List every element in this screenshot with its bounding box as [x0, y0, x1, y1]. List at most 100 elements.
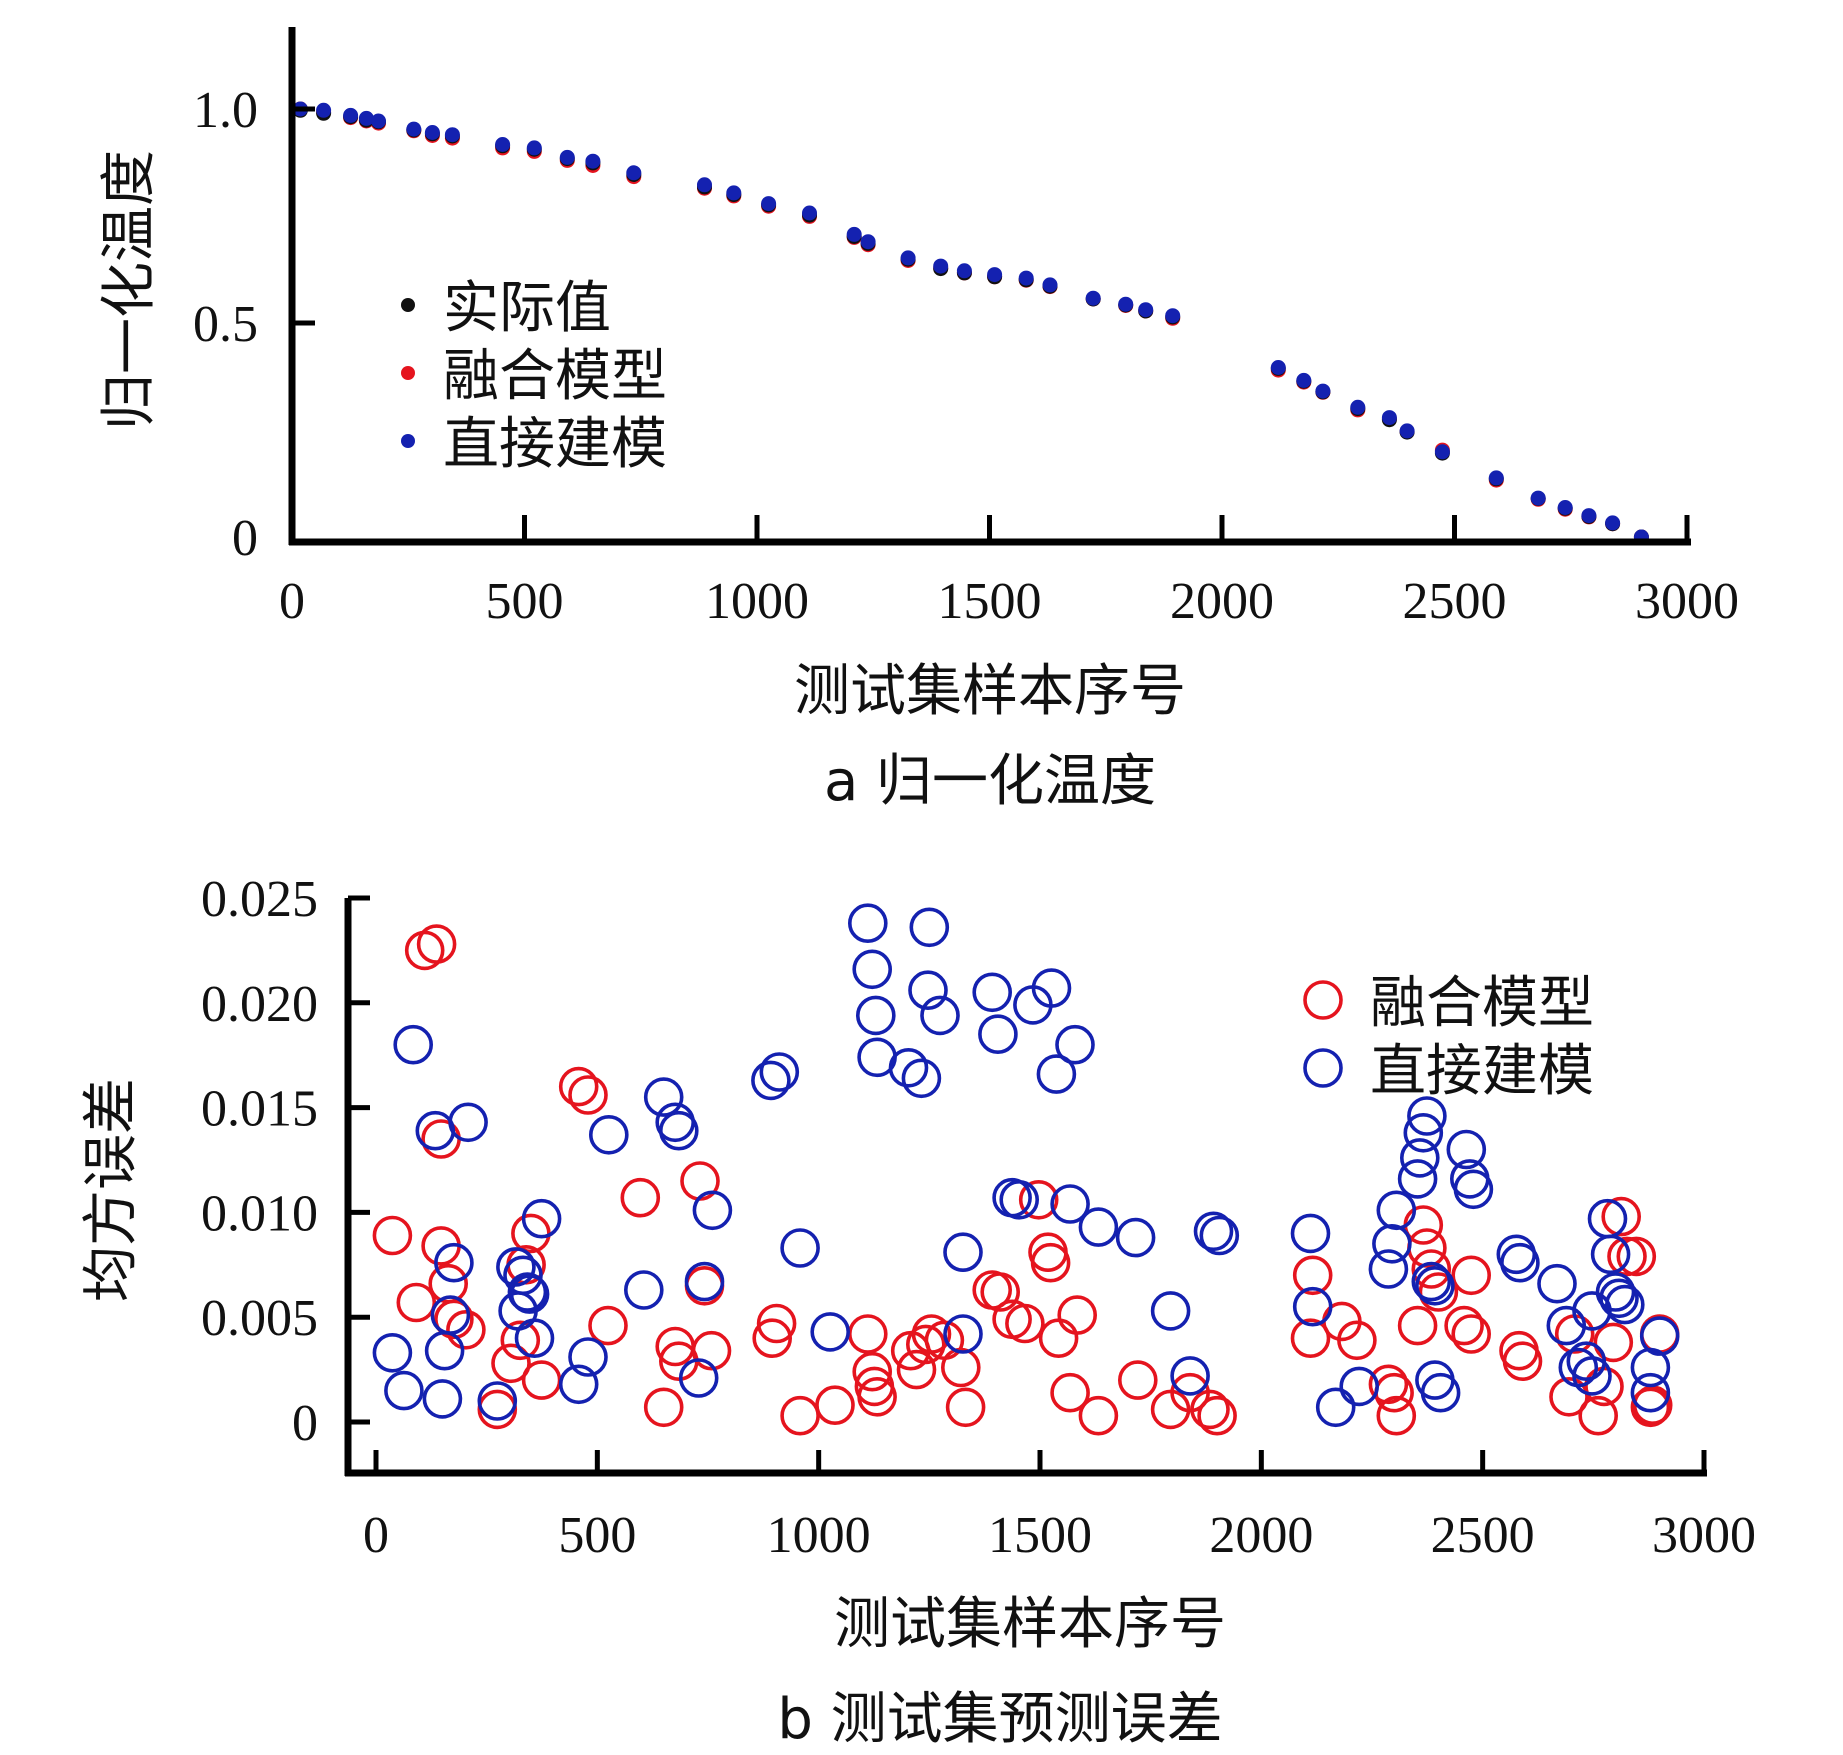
- panel-b-points: [372, 903, 1680, 1436]
- panel-b-point: [691, 1330, 732, 1371]
- panel-b-point: [623, 1270, 664, 1310]
- panel-a-point: [371, 113, 386, 129]
- panel-a-point: [761, 196, 777, 212]
- panel-b-point: [1607, 1236, 1647, 1277]
- panel-b-point: [943, 1232, 983, 1272]
- panel-b-point: [1190, 1389, 1230, 1430]
- panel-a-legend-label: 直接建模: [443, 412, 667, 477]
- panel-b-point: [558, 1364, 599, 1405]
- panel-b-point: [620, 1177, 661, 1218]
- panel-b-point: [514, 1318, 555, 1358]
- panel-a-point: [1018, 270, 1034, 286]
- panel-a-point: [1270, 360, 1286, 375]
- panel-a-point: [526, 140, 542, 156]
- panel-a-y-tick-label: 1.0: [193, 82, 258, 139]
- panel-a-legend-item: 直接建模: [401, 412, 667, 477]
- panel-b-point: [857, 1377, 897, 1417]
- panel-b-x-tick-label: 0: [363, 1507, 389, 1564]
- panel-b-point: [1290, 1213, 1331, 1254]
- panel-a-point: [1138, 302, 1154, 318]
- panel-a-point: [1315, 383, 1331, 399]
- panel-b-point: [1595, 1272, 1636, 1312]
- panel-a-point: [1296, 372, 1312, 388]
- panel-b-point: [1376, 1190, 1417, 1231]
- panel-b-point: [1593, 1322, 1634, 1363]
- panel-b-point: [1055, 1024, 1095, 1065]
- panel-b-point: [1639, 1316, 1680, 1356]
- panel-b-point: [446, 1310, 486, 1350]
- panel-b-x-ticks: 0 500 1000 1500 2000 2500 3000: [363, 1450, 1756, 1564]
- panel-a-x-tick-label: 3000: [1635, 573, 1739, 630]
- panel-a-x-tick-label: 1000: [705, 573, 809, 630]
- panel-b-point: [815, 1385, 855, 1425]
- panel-b-point: [509, 1274, 550, 1314]
- panel-b-point: [1030, 1242, 1071, 1283]
- panel-b-point: [1453, 1169, 1494, 1210]
- panel-a-point: [1557, 500, 1573, 515]
- panel-b-point: [980, 1272, 1021, 1312]
- panel-b-point: [978, 1014, 1018, 1054]
- panel-b-point: [1616, 1236, 1657, 1277]
- panel-b-point: [1451, 1314, 1491, 1354]
- panel-b-point: [847, 1314, 888, 1354]
- panel-a-x-tick-label: 500: [486, 573, 564, 630]
- panel-b-point: [1368, 1364, 1409, 1405]
- panel-b-point: [448, 1102, 488, 1143]
- panel-b-point: [1292, 1255, 1333, 1296]
- panel-a-point: [1350, 399, 1366, 415]
- panel-a-point: [1605, 515, 1621, 531]
- panel-b-point: [1537, 1263, 1577, 1304]
- panel-b-x-tick-label: 3000: [1652, 1507, 1756, 1564]
- panel-b-legend-label: 融合模型: [1370, 971, 1594, 1036]
- panel-b-point: [780, 1228, 820, 1268]
- panel-a-point: [956, 263, 972, 279]
- panel-a-point: [933, 258, 949, 274]
- panel-b-caption: b 测试集预测误差: [777, 1687, 1222, 1752]
- panel-b-x-tick-label: 1500: [988, 1507, 1092, 1564]
- panel-b-point: [1050, 1372, 1090, 1413]
- panel-b-point: [1339, 1366, 1379, 1407]
- panel-b-point: [1444, 1305, 1484, 1346]
- panel-a-point: [1581, 508, 1597, 524]
- panel-b-point: [1292, 1286, 1333, 1327]
- panel-b-point: [1038, 1318, 1079, 1358]
- panel-b-point: [1451, 1255, 1491, 1296]
- panel-a-point: [1488, 470, 1504, 486]
- panel-a-point: [697, 177, 712, 193]
- panel-b-point: [759, 1052, 800, 1092]
- panel-b-point: [1415, 1266, 1455, 1306]
- panel-b-y-tick-label: 0.025: [201, 871, 318, 928]
- panel-a-x-tick-label: 2000: [1170, 573, 1274, 630]
- panel-a-point: [1118, 296, 1134, 312]
- panel-b-point: [588, 1115, 629, 1155]
- panel-b-point: [643, 1077, 684, 1117]
- panel-b-point: [684, 1261, 725, 1302]
- panel-a-points: [292, 101, 1649, 545]
- panel-b-point: [896, 1349, 937, 1390]
- panel-b-x-tick-label: 500: [558, 1507, 636, 1564]
- panel-b-point: [751, 1060, 791, 1101]
- panel-b-point: [503, 1255, 543, 1296]
- panel-b-point: [1197, 1395, 1237, 1436]
- panel-b-point: [415, 1110, 456, 1151]
- panel-b-point: [852, 949, 893, 990]
- panel-b-point: [1578, 1395, 1618, 1436]
- panel-a-x-axis-title: 测试集样本序号: [794, 659, 1186, 724]
- panel-b-point: [1601, 1196, 1641, 1237]
- panel-b-point: [434, 1242, 474, 1283]
- panel-a-legend-marker: [401, 434, 415, 448]
- panel-b-x-tick-label: 2000: [1209, 1507, 1313, 1564]
- panel-b-point: [972, 972, 1013, 1013]
- panel-b-x-tick-label: 1000: [767, 1507, 871, 1564]
- panel-b-point: [1500, 1242, 1540, 1283]
- panel-a-legend-marker: [401, 298, 415, 312]
- panel-b-point: [521, 1360, 562, 1400]
- panel-b-point: [477, 1381, 518, 1421]
- panel-a-y-axis-title: 归一化温度: [97, 150, 162, 430]
- panel-b-point: [756, 1303, 797, 1344]
- panel-b-point: [945, 1387, 986, 1428]
- panel-a-point: [802, 205, 817, 221]
- panel-b-x-tick-label: 2500: [1431, 1507, 1535, 1564]
- panel-b-point: [901, 1058, 942, 1099]
- panel-a-point: [1165, 308, 1181, 324]
